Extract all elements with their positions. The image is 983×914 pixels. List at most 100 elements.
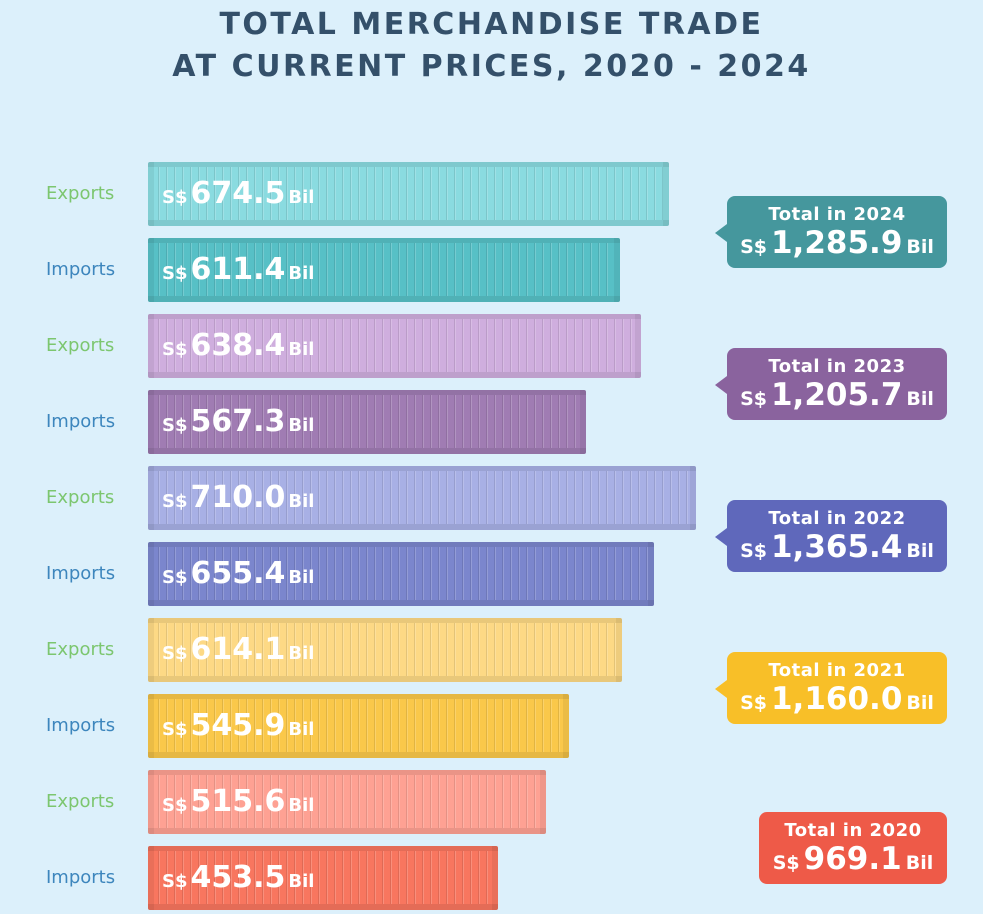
container-post-l [148,618,154,682]
exports-label-2022: Exports [46,487,115,508]
currency-label: S$ [162,719,188,740]
currency-label: S$ [162,415,188,436]
container-post-r [580,390,586,454]
container-rib [154,319,635,372]
unit-label: Bil [906,692,934,714]
value-number: 655.4 [190,556,286,591]
container-rail-top [148,618,622,623]
imports-bar-2021: S$ 545.9 Bil [148,694,569,758]
unit-label: Bil [288,567,315,588]
total-label-2022: Total in 2022 [768,508,906,529]
unit-label: Bil [288,415,315,436]
container-rail-bot [148,448,586,454]
container-post-l [148,770,154,834]
exports-bar-2023: S$ 638.4 Bil [148,314,641,378]
total-value-2020: S$ 969.1 Bil [759,842,947,881]
imports-value-2023: S$ 567.3 Bil [162,402,314,446]
total-number: 1,160.0 [770,681,903,717]
container-rail-top [148,846,498,851]
imports-label-2020: Imports [46,867,116,888]
total-callout-2024: Total in 2024 S$ 1,285.9 Bil [715,196,947,268]
total-label-2024: Total in 2024 [768,204,906,225]
imports-label-2022: Imports [46,563,116,584]
container-post-r [492,846,498,910]
exports-label-2023: Exports [46,335,115,356]
exports-value-2023: S$ 638.4 Bil [162,326,314,370]
exports-bar-2022: S$ 710.0 Bil [148,466,696,530]
container-rail-bot [148,828,546,834]
total-callout-2022: Total in 2022 S$ 1,365.4 Bil [715,500,947,572]
callout-pointer [715,680,727,698]
container-post-r [663,162,669,226]
container-post-l [148,846,154,910]
title-line-1: TOTAL MERCHANDISE TRADE [219,7,764,42]
total-callout-2020: Total in 2020 S$ 969.1 Bil [759,812,947,884]
total-number: 969.1 [803,841,902,877]
total-callout-2021: Total in 2021 S$ 1,160.0 Bil [715,652,947,724]
currency-label: S$ [162,871,188,892]
currency-label: S$ [162,567,188,588]
container-rail-bot [148,296,620,302]
currency-label: S$ [740,692,767,714]
currency-label: S$ [740,540,767,562]
container-rail-top [148,542,654,547]
container-post-l [148,390,154,454]
exports-value-2021: S$ 614.1 Bil [162,630,314,674]
callout-pointer [715,528,727,546]
total-label-2023: Total in 2023 [768,356,906,377]
total-number: 1,205.7 [770,377,903,413]
unit-label: Bil [906,388,934,410]
container-rib [154,167,663,220]
container-rail-bot [148,752,569,758]
imports-value-2022: S$ 655.4 Bil [162,554,314,598]
imports-bar-2023: S$ 567.3 Bil [148,390,586,454]
imports-value-2021: S$ 545.9 Bil [162,706,314,750]
unit-label: Bil [288,871,315,892]
total-value-2024: S$ 1,285.9 Bil [727,226,947,265]
container-post-l [148,162,154,226]
container-rail-top [148,770,546,775]
container-post-l [148,542,154,606]
currency-label: S$ [162,263,188,284]
container-rail-top [148,694,569,699]
unit-label: Bil [906,236,934,258]
imports-bar-2020: S$ 453.5 Bil [148,846,498,910]
callout-pointer [715,376,727,394]
exports-label-2021: Exports [46,639,115,660]
total-label-2020: Total in 2020 [784,820,922,841]
container-rail-top [148,390,586,395]
exports-value-2024: S$ 674.5 Bil [162,174,314,218]
unit-label: Bil [288,339,315,360]
total-value-2023: S$ 1,205.7 Bil [727,378,947,417]
container-rib [154,623,616,676]
currency-label: S$ [740,236,767,258]
currency-label: S$ [162,339,188,360]
imports-bar-2024: S$ 611.4 Bil [148,238,620,302]
total-value-2022: S$ 1,365.4 Bil [727,530,947,569]
exports-label-2024: Exports [46,183,115,204]
container-rail-bot [148,220,669,226]
title-line-2: AT CURRENT PRICES, 2020 - 2024 [172,49,811,84]
unit-label: Bil [288,187,315,208]
exports-value-2020: S$ 515.6 Bil [162,782,314,826]
imports-value-2020: S$ 453.5 Bil [162,858,314,902]
container-rib [154,775,540,828]
imports-bar-2022: S$ 655.4 Bil [148,542,654,606]
value-number: 545.9 [190,708,286,743]
value-number: 614.1 [190,632,286,667]
value-number: 611.4 [190,252,286,287]
unit-label: Bil [288,719,315,740]
container-rail-top [148,314,641,319]
container-rail-bot [148,600,654,606]
container-rib [154,547,648,600]
exports-label-2020: Exports [46,791,115,812]
container-rail-top [148,466,696,471]
container-post-l [148,694,154,758]
imports-value-2024: S$ 611.4 Bil [162,250,314,294]
total-label-2021: Total in 2021 [768,660,906,681]
total-value-2021: S$ 1,160.0 Bil [727,682,947,721]
currency-label: S$ [162,795,188,816]
total-number: 1,365.4 [770,529,903,565]
unit-label: Bil [288,263,315,284]
value-number: 674.5 [190,176,286,211]
